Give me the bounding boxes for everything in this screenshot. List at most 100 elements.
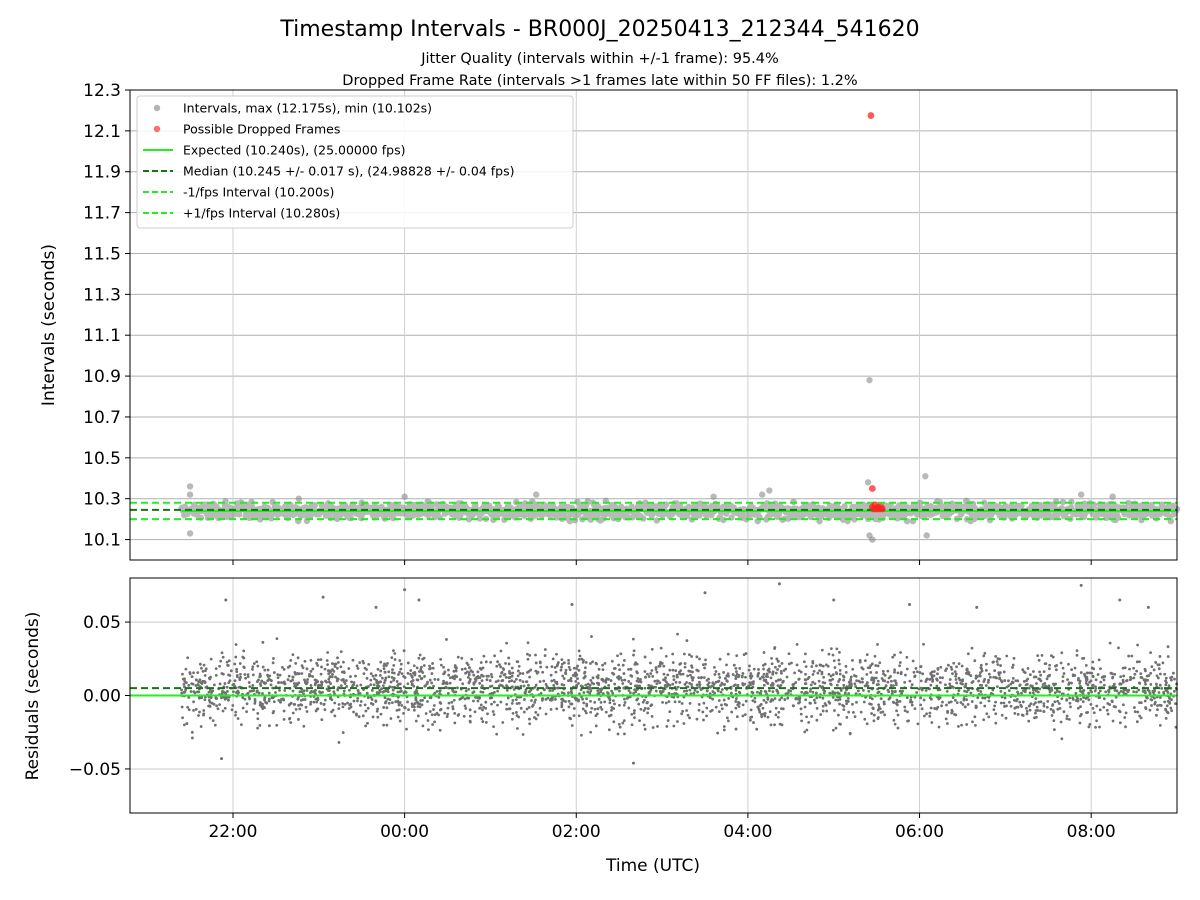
residual-point xyxy=(476,699,480,703)
residual-point xyxy=(699,688,703,691)
residual-point xyxy=(1073,666,1077,670)
residual-point xyxy=(1170,678,1173,682)
residual-point xyxy=(734,697,738,700)
residual-point xyxy=(904,673,907,677)
residual-point xyxy=(203,674,207,677)
residual-point xyxy=(1095,704,1099,708)
residual-point xyxy=(832,659,836,663)
residual-point xyxy=(521,733,525,736)
residual-point xyxy=(679,672,683,676)
residual-point xyxy=(1020,691,1023,695)
residual-point xyxy=(462,714,466,718)
residual-point xyxy=(617,663,621,667)
residual-point xyxy=(517,715,521,719)
residual-point xyxy=(1139,672,1143,676)
residual-point xyxy=(1014,706,1017,710)
residual-point xyxy=(445,715,449,719)
residual-point xyxy=(922,698,926,702)
residual-point xyxy=(727,697,731,700)
residual-point xyxy=(492,700,496,704)
residual-point xyxy=(829,682,832,686)
residual-point xyxy=(186,656,190,660)
residual-point xyxy=(452,669,456,673)
residual-point xyxy=(317,683,321,687)
intervals-y-tick-label: 11.5 xyxy=(83,244,121,264)
residual-point xyxy=(302,692,305,696)
residual-point xyxy=(1124,725,1127,729)
residual-point xyxy=(358,692,362,695)
residual-point xyxy=(183,679,187,683)
residual-point xyxy=(1067,717,1071,721)
residual-point xyxy=(663,678,667,682)
interval-outlier-point xyxy=(869,536,876,543)
residual-point xyxy=(595,662,598,666)
residual-point xyxy=(276,676,280,680)
residual-point xyxy=(818,669,821,673)
residual-point xyxy=(1135,669,1139,673)
residual-point xyxy=(977,679,981,683)
residual-point xyxy=(919,679,923,683)
residual-point xyxy=(519,684,523,688)
residual-point xyxy=(395,708,399,712)
residual-point xyxy=(489,672,493,676)
residual-point xyxy=(376,667,380,671)
residual-point xyxy=(771,670,775,674)
residual-point xyxy=(291,653,295,657)
residual-point xyxy=(827,672,831,676)
residual-point xyxy=(744,699,748,703)
residual-point xyxy=(574,674,577,678)
residual-point xyxy=(288,702,292,706)
residual-point xyxy=(374,673,378,677)
residual-point xyxy=(994,721,998,725)
residual-point xyxy=(763,714,767,718)
residual-point xyxy=(622,659,626,662)
residual-point xyxy=(398,682,402,686)
residual-point xyxy=(1051,709,1055,713)
residual-point xyxy=(465,670,469,674)
residual-point xyxy=(226,690,229,693)
residual-point xyxy=(1027,686,1031,690)
residual-point xyxy=(842,708,846,712)
residual-point xyxy=(288,664,292,668)
residual-point xyxy=(504,675,508,679)
residual-point xyxy=(846,700,850,703)
residual-point xyxy=(723,702,727,706)
residual-point xyxy=(690,675,694,679)
residual-point xyxy=(964,684,967,688)
residual-point xyxy=(613,702,616,706)
residual-point xyxy=(609,713,613,717)
residual-point xyxy=(304,705,308,709)
residual-point xyxy=(392,649,395,653)
residual-point xyxy=(888,696,892,700)
residual-point xyxy=(354,674,357,678)
residual-point xyxy=(1081,700,1085,704)
residual-point xyxy=(271,711,275,715)
residual-point xyxy=(1048,667,1051,671)
residual-point xyxy=(804,652,807,656)
residual-point xyxy=(982,680,986,683)
residual-point xyxy=(415,666,419,670)
residual-point xyxy=(865,682,869,686)
residual-point xyxy=(257,691,261,695)
residual-point xyxy=(804,698,808,702)
residual-point xyxy=(344,679,348,682)
residual-point xyxy=(379,660,383,664)
residual-point xyxy=(256,664,260,668)
residual-point xyxy=(1078,714,1082,718)
residual-point xyxy=(925,678,928,682)
residual-point xyxy=(246,675,250,679)
residual-point xyxy=(200,666,203,670)
residual-point xyxy=(510,685,514,689)
residual-point xyxy=(757,668,760,671)
residual-point xyxy=(623,697,626,701)
residual-point xyxy=(241,706,245,710)
residual-point xyxy=(439,663,443,667)
residual-point xyxy=(1011,676,1015,680)
residual-point xyxy=(853,715,857,719)
residual-point xyxy=(872,676,876,680)
residual-point xyxy=(1098,725,1101,729)
residual-point xyxy=(773,646,777,649)
residual-point xyxy=(263,698,266,702)
residual-point xyxy=(494,680,498,684)
residual-point xyxy=(386,697,390,701)
